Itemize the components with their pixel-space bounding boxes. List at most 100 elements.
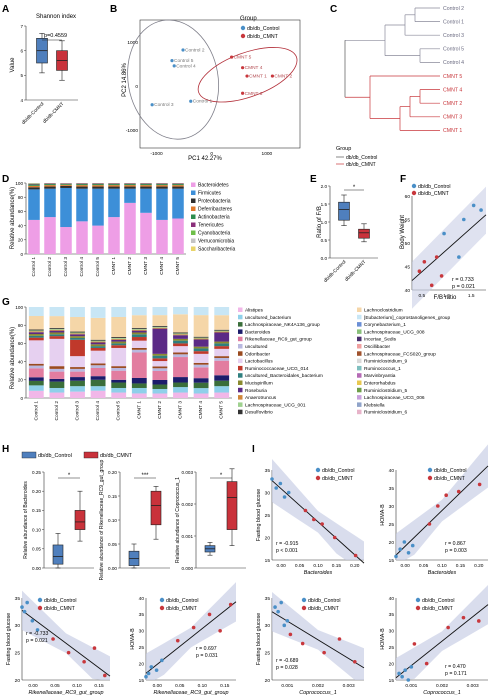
panel-g-bar-segment — [193, 337, 209, 339]
panel-e-ytick-label: 2.0 — [321, 184, 328, 189]
panel-i-plot-1-ylabel: Fasting blood glucose — [256, 489, 262, 541]
panel-i-plot-1-xtick-label: 0.15 — [332, 563, 342, 569]
panel-i-plot-4-xtick-label: 0.15 — [220, 683, 230, 689]
panel-b-ytick-label: -1000 — [126, 128, 139, 134]
panel-d-bar-segment — [108, 186, 120, 189]
panel-g-legend-label: Bacteroides — [245, 329, 271, 335]
panel-g-legend-label: [Eubacterium]_coprostanoligenes_group — [364, 315, 450, 321]
panel-g-legend-label: Ruminococcaceae_UCG_014 — [245, 366, 309, 372]
panel-g-bar-segment — [131, 315, 147, 328]
panel-g-bar-segment — [49, 392, 65, 398]
panel-i-plot-1-xlabel: Bacteroides — [304, 570, 333, 576]
panel-i-plot-4-ytick-label: 15 — [139, 678, 145, 684]
panel-d-bar-segment — [76, 188, 88, 222]
panel-i-plot-4-ytick-label: 40 — [139, 596, 145, 602]
panel-g-legend-label: Mucispirillum — [245, 381, 273, 387]
panel-b-xtick-label: 1000 — [262, 151, 273, 157]
panel-h-plot-3-sig-star: * — [220, 473, 223, 479]
panel-c-dendrogram: Group Control 2 Control 1 Control 3 Control… — [336, 6, 464, 168]
panel-i-plot-5-point — [273, 605, 277, 609]
panel-g-sample-label: CMNT 2 — [157, 401, 163, 419]
panel-d-ylabel: Relative abundance(%) — [10, 187, 16, 249]
panel-g-bar-segment — [111, 392, 127, 398]
panel-b-point-label: CMNT 5 — [234, 55, 252, 61]
panel-d-legend-swatch — [191, 222, 196, 227]
dendro-leaf-label: CMNT 3 — [443, 115, 462, 121]
panel-h-plot-2-cmnt-box — [150, 490, 162, 526]
panel-g-legend-swatch — [238, 373, 243, 378]
panel-i-plot-3-point — [66, 650, 71, 655]
panel-h-plot-2-ytick-label: 0.00 — [108, 566, 117, 571]
panel-i-plot-4-point — [144, 674, 148, 679]
panel-f-legend-cmnt-marker — [411, 190, 417, 196]
panel-g-ytick-label: 20 — [18, 378, 24, 383]
panel-g-bar-segment — [131, 383, 147, 388]
panel-b-point-label: CMNT 2 — [274, 74, 292, 80]
panel-g-bar-segment — [70, 380, 85, 387]
panel-g-bar-segment — [131, 393, 147, 398]
panel-f-xtick-label: 0.5 — [419, 293, 426, 299]
panel-h-plot-3-ytick-label: 0.003 — [182, 470, 194, 475]
panel-e-control-box — [338, 201, 350, 221]
panel-g-bar-segment — [214, 392, 230, 398]
panel-i-plot-3-point — [103, 673, 107, 678]
panel-g-bar-segment — [70, 339, 85, 357]
panel-g-bar-segment — [70, 368, 85, 372]
panel-d-bar-segment — [92, 183, 104, 185]
panel-g-legend-swatch — [238, 336, 243, 342]
panel-i-plot-6-ytick-label: 40 — [389, 596, 395, 602]
panel-a-shannon-box: Shannon index Value p=0.4559 7654db/db-C… — [10, 14, 78, 126]
panel-g-bar-segment — [28, 363, 44, 366]
panel-i-plot-2-point — [444, 493, 448, 498]
panel-g-bar-segment — [214, 341, 230, 344]
panel-g-ytick-label: 40 — [18, 359, 24, 364]
panel-i-plot-6-legend-control-marker — [415, 597, 421, 603]
panel-g-sample-label: Control 3 — [75, 401, 81, 421]
panel-d-legend-swatch — [191, 246, 196, 251]
panel-g-legend-swatch — [238, 395, 243, 400]
panel-f-point — [434, 255, 439, 259]
panel-i-plot-5-ytick-label: 30 — [265, 623, 271, 629]
panel-d-legend-swatch — [191, 190, 196, 195]
panel-g-legend-label: Lachnospiraceae_NK4A136_group — [245, 322, 320, 328]
panel-d-bar-segment — [44, 188, 56, 218]
panel-b-legend-cmnt-label: db/db_CMNT — [247, 34, 279, 40]
panel-g-bar-segment — [131, 332, 147, 335]
panel-g-legend-swatch — [238, 344, 243, 349]
panel-d-bar-segment — [44, 184, 56, 186]
panel-g-bar-segment — [214, 329, 230, 331]
panel-h-plot-3-cmnt-box — [226, 481, 238, 530]
panel-b-point — [245, 74, 249, 78]
panel-i-plot-4-xtick-label: 0.05 — [175, 683, 185, 689]
panel-g-bar-segment — [152, 393, 168, 398]
panel-g-bar-segment — [173, 354, 188, 358]
panel-g-bar-segment — [193, 339, 209, 347]
panel-g-bar-segment — [193, 388, 209, 394]
panel-g-bar-segment — [131, 334, 147, 338]
panel-d-bar-segment — [76, 186, 88, 189]
panel-i-plot-4-ytick-label: 20 — [139, 661, 145, 667]
panel-i-plot-1-point — [312, 517, 316, 522]
panel-g-bar-segment — [193, 346, 209, 349]
panel-h-genus-boxes: db/db_Control db/db_CMNT 0.25 0.20 0.15 0.10 0… — [21, 451, 246, 580]
panel-i-plot-4-point — [154, 668, 159, 672]
panel-h-legend-control-swatch — [21, 451, 37, 459]
panel-g-bar-segment — [111, 367, 127, 371]
panel-d-sample-label: CMNT 4 — [159, 257, 165, 275]
panel-g-sample-label: CMNT 4 — [198, 401, 204, 419]
panel-g-bar-segment — [28, 337, 44, 341]
panel-d-bar-segment — [108, 185, 120, 187]
panel-g-bar-segment — [214, 357, 230, 361]
panel-g-bar-segment — [173, 382, 188, 388]
panel-g-legend-label: Oscillibacter — [364, 344, 391, 350]
panel-g-bar-segment — [152, 327, 168, 329]
panel-letter-d: D — [2, 174, 9, 185]
panel-g-legend-label: Lachnospiraceae_FCS020_group — [364, 351, 436, 357]
panel-i-plot-1-ytick-label: 35 — [265, 468, 271, 474]
panel-g-bar-segment — [90, 341, 106, 343]
panel-g-bar-segment — [28, 307, 44, 317]
dendro-leaf-label: Control 1 — [443, 19, 464, 25]
panel-b-xtick-label: -1000 — [150, 151, 163, 157]
panel-g-legend-swatch — [357, 395, 362, 400]
panel-i-plot-3-point — [20, 605, 24, 609]
